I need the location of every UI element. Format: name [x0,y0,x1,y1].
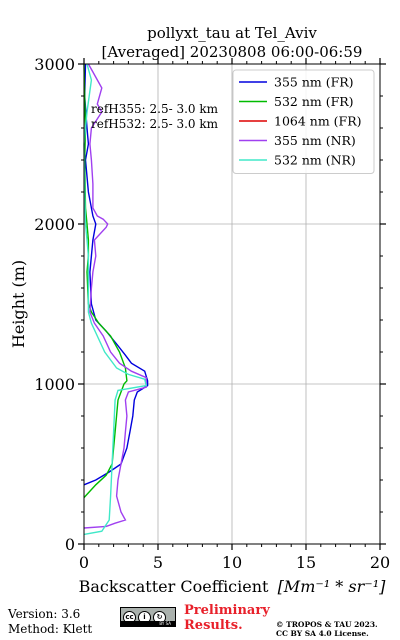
cc-glyph: cc [123,610,136,624]
series-line-3 [83,63,147,529]
x-tick-label: 20 [370,553,390,572]
x-axis-label-text: Backscatter Coefficient [79,577,269,596]
series-line-4 [83,63,148,536]
legend-label: 532 nm (NR) [274,153,356,168]
y-tick-label: 3000 [34,55,75,74]
x-tick-label: 5 [153,553,163,572]
x-tick-label: 0 [79,553,89,572]
chart-title-line2: [Averaged] 20230808 06:00-06:59 [102,43,363,61]
annotation-refh532: refH532: 2.5- 3.0 km [91,117,219,131]
annotation-refh355: refH355: 2.5- 3.0 km [91,102,219,116]
legend-label: 1064 nm (FR) [274,114,362,129]
backscatter-profile-chart: pollyxt_tau at Tel_Aviv [Averaged] 20230… [9,24,390,596]
series-line-0 [83,63,149,486]
y-tick-label: 2000 [34,215,75,234]
copyright-line1: © TROPOS & TAU 2023. [276,620,378,629]
cc-by-sa-icon: cc i ↻ BY SA [120,607,176,627]
copyright-notice: © TROPOS & TAU 2023. CC BY SA 4.0 Licens… [276,620,378,638]
method-text: Method: Klett [8,622,93,636]
preliminary-line2: Results. [184,618,243,633]
x-tick-label: 10 [222,553,242,572]
footer-info: Version: 3.6 Method: Klett [8,607,92,637]
x-axis-label: Backscatter Coefficient [Mm⁻¹ * sr⁻¹] [79,577,386,596]
license-strip: BY SA [121,621,175,626]
legend-label: 355 nm (NR) [274,133,356,148]
legend-label: 532 nm (FR) [274,94,354,109]
version-text: Version: 3.6 [8,607,81,621]
preliminary-line1: Preliminary [184,603,270,618]
y-tick-label: 0 [65,535,75,554]
legend-label: 355 nm (FR) [274,75,354,90]
x-axis-label-units: [Mm⁻¹ * sr⁻¹] [278,577,387,596]
y-tick-label: 1000 [34,375,75,394]
y-axis-label: Height (m) [9,260,28,348]
preliminary-notice: Preliminary Results. [184,603,270,633]
series-layer [83,63,149,536]
copyright-line2: CC BY SA 4.0 License. [276,629,369,638]
axis-ticks: 0 5 10 15 20 0 1000 2000 3000 [34,55,390,572]
legend-frame [232,69,375,174]
chart-title-line1: pollyxt_tau at Tel_Aviv [147,24,317,42]
x-tick-label: 15 [296,553,316,572]
legend: 355 nm (FR) 532 nm (FR) 1064 nm (FR) 355 nm… [232,69,375,174]
